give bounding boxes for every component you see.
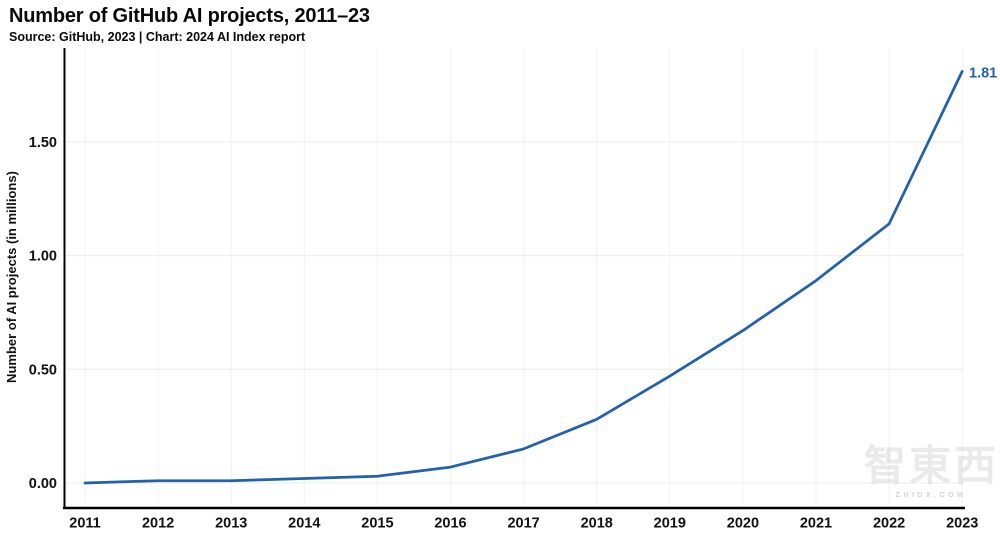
x-tick-label: 2012 xyxy=(142,516,174,532)
x-tick-label: 2019 xyxy=(654,516,686,532)
x-tick-label: 2018 xyxy=(581,516,613,532)
y-tick-label: 0.50 xyxy=(29,362,57,378)
y-tick-label: 1.50 xyxy=(29,135,57,151)
data-line-github-ai-projects xyxy=(83,70,964,485)
x-tick-label: 2022 xyxy=(873,516,905,532)
chart-source-note: Source: GitHub, 2023 | Chart: 2024 AI In… xyxy=(9,30,306,44)
y-axis-title: Number of AI projects (in millions) xyxy=(4,171,19,383)
x-tick-label: 2015 xyxy=(361,516,393,532)
end-value-label: 1.81 xyxy=(969,66,997,82)
x-tick-label: 2021 xyxy=(800,516,832,532)
x-tick-label: 2011 xyxy=(69,516,100,532)
x-tick-label: 2014 xyxy=(288,516,320,532)
y-tick-label: 0.00 xyxy=(29,476,57,492)
chart-title: Number of GitHub AI projects, 2011–23 xyxy=(9,5,370,27)
x-tick-label: 2023 xyxy=(946,516,978,532)
y-tick-label: 1.00 xyxy=(29,249,57,265)
x-tick-label: 2017 xyxy=(507,516,539,532)
x-tick-label: 2016 xyxy=(434,516,466,532)
x-tick-label: 2020 xyxy=(727,516,759,532)
x-tick-label: 2013 xyxy=(215,516,247,532)
